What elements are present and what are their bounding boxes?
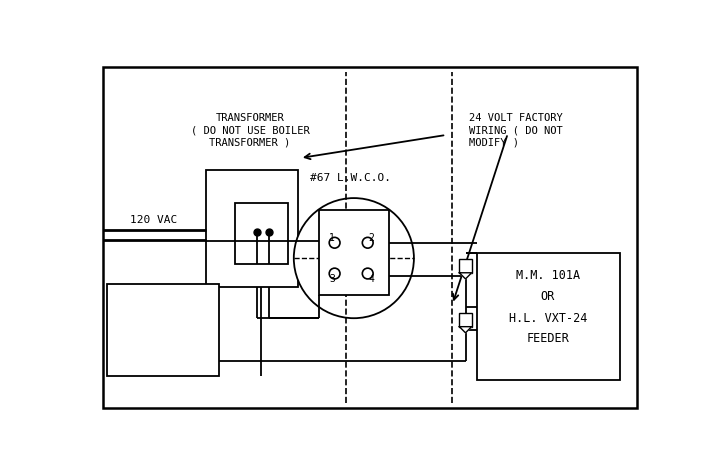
- Text: MODIFY ): MODIFY ): [469, 138, 519, 148]
- Circle shape: [362, 268, 373, 279]
- Text: 2: 2: [369, 233, 375, 243]
- Text: H.L. VXT-24: H.L. VXT-24: [509, 312, 587, 325]
- Text: 24 VOLT FACTORY: 24 VOLT FACTORY: [469, 113, 563, 123]
- Text: #67 L.W.C.O.: #67 L.W.C.O.: [310, 173, 391, 183]
- Polygon shape: [459, 327, 471, 333]
- Bar: [459, 259, 471, 273]
- Circle shape: [294, 198, 414, 318]
- Circle shape: [362, 237, 373, 248]
- Bar: [459, 313, 471, 327]
- Polygon shape: [459, 273, 471, 279]
- Text: 120 VAC: 120 VAC: [130, 215, 178, 225]
- Text: ( DO NOT USE BOILER: ( DO NOT USE BOILER: [191, 125, 309, 135]
- Circle shape: [329, 237, 340, 248]
- Bar: [235, 203, 288, 264]
- Bar: [319, 211, 388, 295]
- Text: OR: OR: [541, 290, 555, 303]
- Text: M.M. 101A: M.M. 101A: [516, 269, 580, 282]
- Text: TRANSFORMER: TRANSFORMER: [216, 113, 284, 123]
- Text: 4: 4: [369, 274, 375, 284]
- Text: TRANSFORMER ): TRANSFORMER ): [209, 138, 290, 148]
- Bar: [108, 283, 219, 376]
- Text: WIRING ( DO NOT: WIRING ( DO NOT: [469, 125, 563, 135]
- Circle shape: [329, 268, 340, 279]
- Bar: [477, 253, 619, 380]
- Text: FEEDER: FEEDER: [526, 332, 569, 345]
- Bar: [206, 170, 298, 287]
- Text: 3: 3: [329, 274, 335, 284]
- Text: 1: 1: [329, 233, 335, 243]
